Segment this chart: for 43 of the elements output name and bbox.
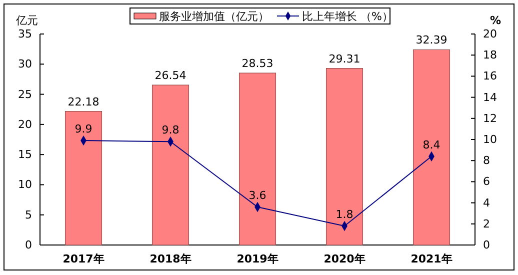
data-label: 9.9 <box>74 122 92 136</box>
x-tick-label: 2018年 <box>150 252 192 266</box>
bar <box>412 49 450 246</box>
legend-label: 服务业增加值（亿元） <box>159 10 269 23</box>
data-label: 1.8 <box>336 208 354 222</box>
bar <box>326 68 364 246</box>
x-tick-label: 2019年 <box>236 252 278 266</box>
y2-tick-label: 14 <box>483 90 497 104</box>
data-label: 32.39 <box>416 34 448 47</box>
y2-tick-label: 20 <box>483 28 497 41</box>
legend-label: 比上年增长 （%） <box>302 10 393 23</box>
bar <box>152 84 190 246</box>
y-tick-label: 30 <box>18 58 32 71</box>
data-label: 29.31 <box>328 52 360 66</box>
y2-axis-title: % <box>490 14 502 27</box>
x-tick-label: 2017年 <box>62 252 104 266</box>
y-tick-label: 20 <box>18 118 32 131</box>
data-label: 3.6 <box>248 189 266 202</box>
data-label: 22.18 <box>68 95 100 108</box>
y2-tick-label: 10 <box>483 133 497 146</box>
y-axis-title: 亿元 <box>15 14 38 27</box>
y2-tick-label: 4 <box>483 196 490 210</box>
y-tick-label: 5 <box>25 208 32 222</box>
y2-tick-label: 2 <box>483 217 490 230</box>
y-tick-label: 10 <box>18 178 32 192</box>
x-tick-label: 2020年 <box>324 252 366 266</box>
y2-tick-label: 0 <box>483 238 490 252</box>
data-label: 28.53 <box>242 57 274 70</box>
y2-tick-label: 6 <box>483 175 490 188</box>
y2-tick-label: 12 <box>483 112 497 125</box>
y2-tick-label: 8 <box>483 154 490 168</box>
data-label: 9.8 <box>162 124 180 137</box>
bar <box>64 111 102 246</box>
y2-tick-label: 18 <box>483 48 497 62</box>
y-tick-label: 35 <box>18 28 32 41</box>
y-tick-label: 15 <box>18 148 32 162</box>
x-tick-label: 2021年 <box>410 252 452 266</box>
data-label: 26.54 <box>154 69 186 82</box>
y2-tick-label: 16 <box>483 70 497 83</box>
data-label: 8.4 <box>422 138 440 152</box>
y-tick-label: 0 <box>25 238 32 252</box>
y-tick-label: 25 <box>18 88 32 101</box>
bar <box>238 72 276 246</box>
